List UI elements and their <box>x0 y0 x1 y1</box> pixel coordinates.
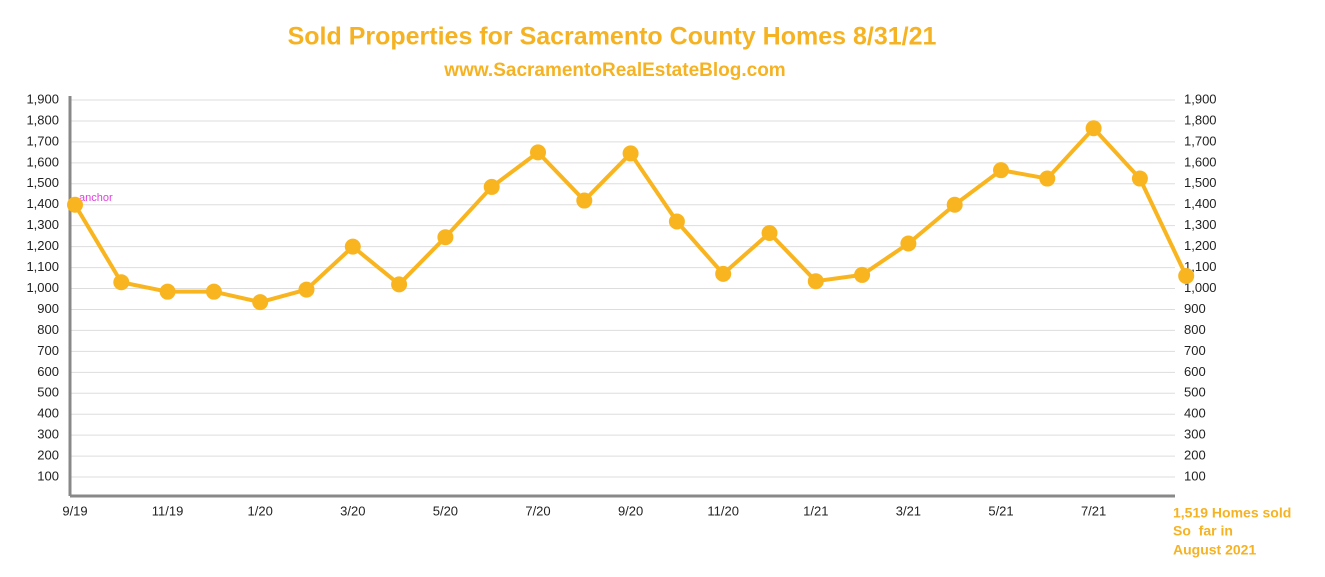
y-tick-label: 1,800 <box>26 112 59 127</box>
x-tick-label: 7/21 <box>1081 503 1106 518</box>
y-tick-label: 300 <box>37 427 59 442</box>
x-tick-label: 5/20 <box>433 503 458 518</box>
y2-tick-label: 400 <box>1184 406 1206 421</box>
y2-tick-label: 600 <box>1184 364 1206 379</box>
y-tick-label: 1,400 <box>26 196 59 211</box>
annotation: August 2021 <box>1173 542 1256 558</box>
x-tick-label: 3/21 <box>896 503 921 518</box>
point <box>946 196 963 213</box>
y-tick-label: 1,100 <box>26 259 59 274</box>
y2-tick-label: 700 <box>1184 343 1206 358</box>
y2-tick-label: 1,500 <box>1184 175 1217 190</box>
point <box>1178 267 1195 284</box>
chart-subtitle: www.SacramentoRealEstateBlog.com <box>443 60 785 81</box>
chart-title: Sold Properties for Sacramento County Ho… <box>288 23 937 51</box>
y-tick-label: 1,700 <box>26 133 59 148</box>
y-tick-label: 1,900 <box>26 91 59 106</box>
point <box>483 178 500 195</box>
point <box>622 145 639 162</box>
x-tick-label: 1/20 <box>248 503 273 518</box>
point <box>1039 170 1056 187</box>
y-tick-label: 500 <box>37 385 59 400</box>
x-tick-label: 11/20 <box>707 503 739 518</box>
point <box>668 213 685 230</box>
x-tick-label: 9/20 <box>618 503 643 518</box>
y2-tick-label: 1,800 <box>1184 112 1217 127</box>
y-tick-label: 100 <box>37 468 59 483</box>
annotation: 1,519 Homes sold <box>1173 505 1291 521</box>
y-tick-label: 1,300 <box>26 217 59 232</box>
y2-tick-label: 200 <box>1184 448 1206 463</box>
y2-tick-label: 300 <box>1184 427 1206 442</box>
point <box>1131 170 1148 187</box>
point <box>761 225 778 242</box>
x-tick-label: 7/20 <box>525 503 550 518</box>
point <box>900 235 917 252</box>
point <box>205 283 222 300</box>
x-tick-label: 1/21 <box>803 503 828 518</box>
y-tick-label: 700 <box>37 343 59 358</box>
point <box>854 266 871 283</box>
point <box>113 274 130 291</box>
y2-tick-label: 900 <box>1184 301 1206 316</box>
point <box>576 192 593 209</box>
annotation: So far in <box>1173 523 1233 539</box>
y2-tick-label: 500 <box>1184 385 1206 400</box>
y2-tick-label: 1,300 <box>1184 217 1217 232</box>
point <box>1085 120 1102 137</box>
x-tick-label: 3/20 <box>340 503 365 518</box>
point <box>298 281 315 298</box>
point <box>159 283 176 300</box>
y-tick-label: 200 <box>37 448 59 463</box>
x-tick-label: 9/19 <box>62 503 87 518</box>
y-tick-label: 600 <box>37 364 59 379</box>
y-tick-label: 1,200 <box>26 238 59 253</box>
y-tick-label: 400 <box>37 406 59 421</box>
point <box>715 265 732 282</box>
y2-tick-label: 1,200 <box>1184 238 1217 253</box>
x-tick-label: 5/21 <box>988 503 1013 518</box>
y-tick-label: 900 <box>37 301 59 316</box>
point <box>344 238 361 255</box>
y-tick-label: 1,600 <box>26 154 59 169</box>
y2-tick-label: 800 <box>1184 322 1206 337</box>
annotation: anchor <box>79 192 113 204</box>
y-tick-label: 1,000 <box>26 280 59 295</box>
point <box>993 162 1009 179</box>
y2-tick-label: 1,900 <box>1184 91 1217 106</box>
y2-tick-label: 1,400 <box>1184 196 1217 211</box>
point <box>252 294 269 311</box>
y2-tick-label: 1,700 <box>1184 133 1217 148</box>
y2-tick-label: 1,100 <box>1184 259 1217 274</box>
x-tick-label: 11/19 <box>152 503 184 518</box>
y-tick-label: 800 <box>37 322 59 337</box>
point <box>391 276 408 293</box>
y-tick-label: 1,500 <box>26 175 59 190</box>
point <box>437 229 454 246</box>
y2-tick-label: 100 <box>1184 468 1206 483</box>
point <box>530 144 546 161</box>
point <box>807 273 824 290</box>
point <box>67 196 83 213</box>
y2-tick-label: 1,600 <box>1184 154 1217 169</box>
y2-tick-label: 1,000 <box>1184 280 1217 295</box>
